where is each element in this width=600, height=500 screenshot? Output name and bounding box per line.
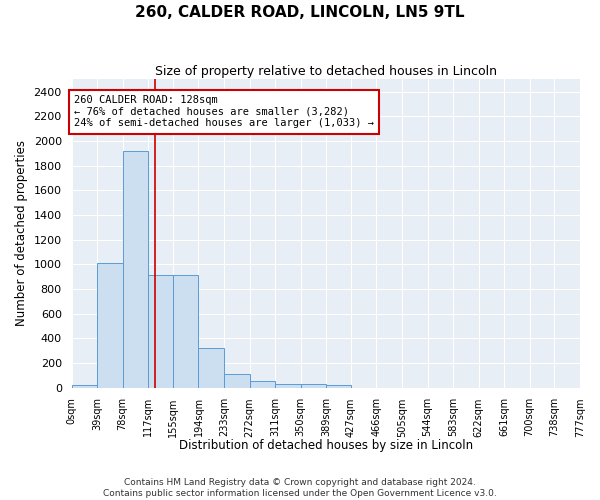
- Bar: [71, 385, 97, 388]
- Text: Contains HM Land Registry data © Crown copyright and database right 2024.
Contai: Contains HM Land Registry data © Crown c…: [103, 478, 497, 498]
- Bar: [250, 380, 275, 388]
- X-axis label: Distribution of detached houses by size in Lincoln: Distribution of detached houses by size …: [179, 440, 473, 452]
- Bar: [326, 385, 351, 388]
- Title: Size of property relative to detached houses in Lincoln: Size of property relative to detached ho…: [155, 65, 497, 78]
- Bar: [275, 384, 301, 388]
- Bar: [173, 276, 199, 388]
- Bar: [97, 263, 122, 388]
- Bar: [301, 384, 326, 388]
- Bar: [224, 374, 250, 388]
- Bar: [199, 348, 224, 388]
- Y-axis label: Number of detached properties: Number of detached properties: [15, 140, 28, 326]
- Text: 260 CALDER ROAD: 128sqm
← 76% of detached houses are smaller (3,282)
24% of semi: 260 CALDER ROAD: 128sqm ← 76% of detache…: [74, 95, 374, 128]
- Bar: [148, 276, 173, 388]
- Text: 260, CALDER ROAD, LINCOLN, LN5 9TL: 260, CALDER ROAD, LINCOLN, LN5 9TL: [135, 5, 465, 20]
- Bar: [122, 150, 148, 388]
